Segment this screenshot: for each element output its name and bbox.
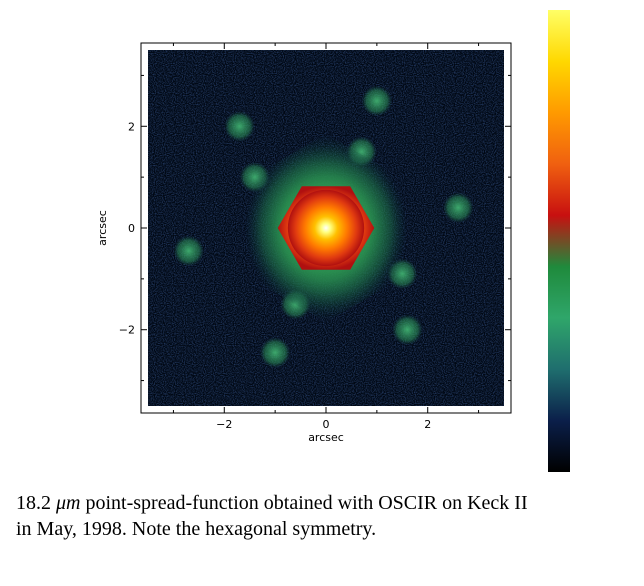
psf-core: [287, 189, 365, 267]
psf-image: [148, 50, 504, 406]
y-axis-label: arcsec: [96, 210, 109, 246]
figure-caption: 18.2 μm point-spread-function obtained w…: [16, 490, 636, 542]
caption-unit: μm: [56, 492, 81, 514]
x-tick-label: −2: [216, 418, 232, 431]
axes-tick-labels: −2 0 2 −2 0 2: [119, 120, 431, 431]
x-tick-label: 0: [323, 418, 330, 431]
psf-knot: [173, 235, 204, 267]
axes-ticks: [141, 43, 511, 413]
y-tick-label: 2: [128, 120, 135, 133]
psf-knot: [259, 337, 291, 368]
x-tick-label: 2: [424, 418, 431, 431]
psf-knot: [442, 192, 474, 223]
colorbar: [548, 10, 570, 472]
caption-line2: in May, 1998. Note the hexagonal symmetr…: [16, 518, 377, 540]
psf-knot: [361, 85, 393, 117]
y-tick-label: −2: [119, 324, 135, 337]
x-axis-label: arcsec: [308, 431, 344, 444]
psf-knot: [224, 111, 255, 142]
y-tick-label: 0: [128, 222, 135, 235]
psf-figure: −2 0 2 −2 0 2 arcsec arcsec: [96, 10, 570, 472]
psf-knot: [392, 314, 423, 345]
caption-line1-pre: 18.2: [16, 492, 56, 514]
caption-line1-post: point-spread-function obtained with OSCI…: [80, 492, 528, 514]
